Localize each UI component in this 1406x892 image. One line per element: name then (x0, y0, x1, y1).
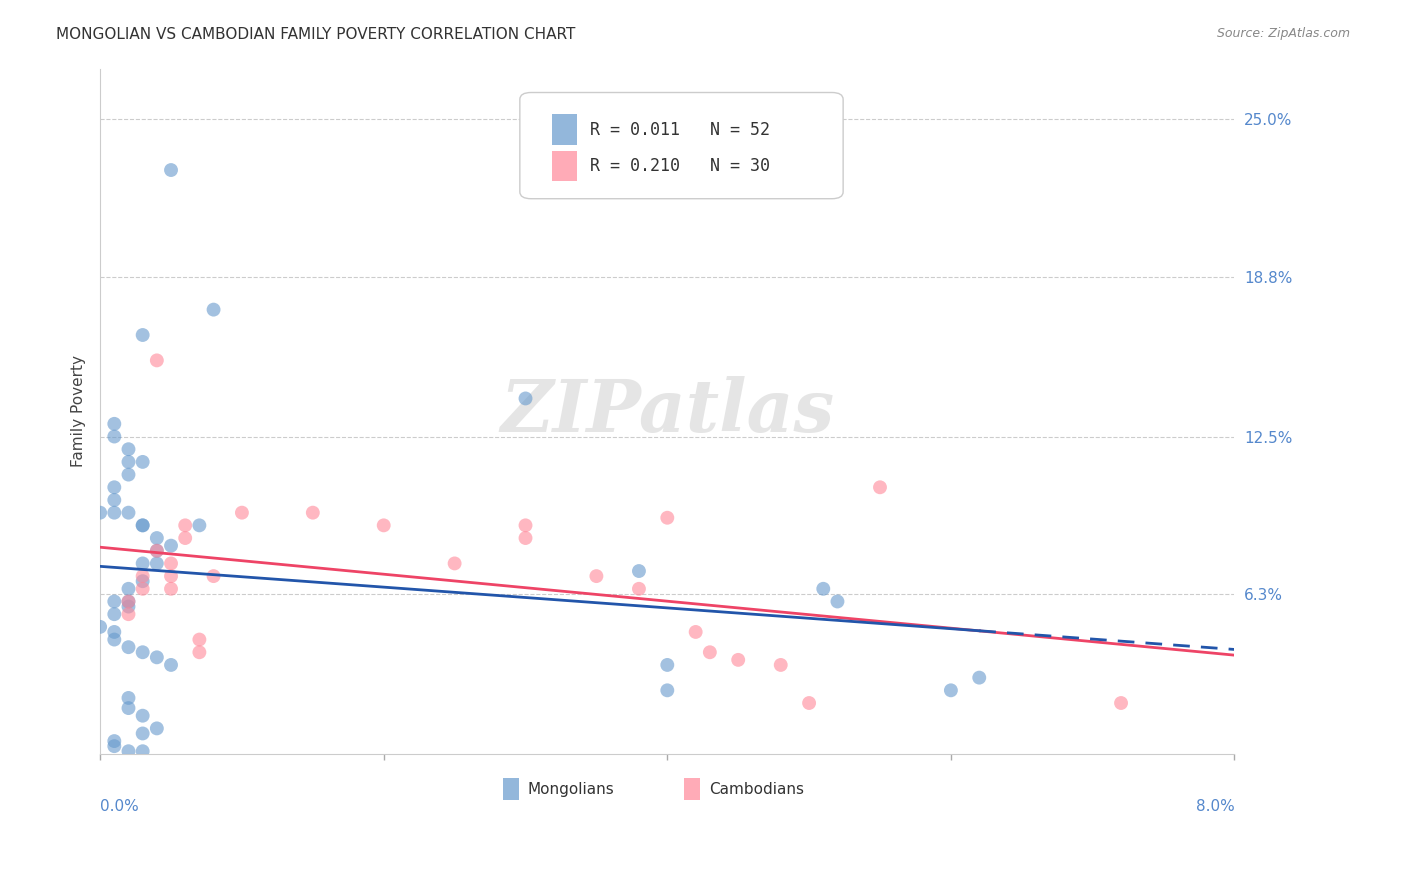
Point (797, 696, 820, 710)
Point (131, 708, 153, 723)
Y-axis label: Family Poverty: Family Poverty (72, 355, 86, 467)
Point (103, 429, 125, 443)
Text: R = 0.210   N = 30: R = 0.210 N = 30 (591, 157, 770, 175)
Text: R = 0.011   N = 52: R = 0.011 N = 52 (591, 121, 770, 139)
Point (231, 506, 253, 520)
Text: Cambodians: Cambodians (709, 782, 804, 797)
Point (131, 726, 153, 740)
Point (202, 569, 225, 583)
Point (117, 744, 139, 758)
Text: Mongolians: Mongolians (527, 782, 614, 797)
Point (869, 480, 891, 494)
Point (627, 564, 650, 578)
Point (117, 640, 139, 655)
Point (160, 163, 183, 178)
Point (117, 594, 139, 608)
Point (515, 531, 537, 545)
Point (131, 557, 153, 571)
Point (117, 599, 139, 614)
Point (939, 683, 962, 698)
Point (202, 302, 225, 317)
Point (160, 539, 183, 553)
Point (103, 734, 125, 748)
Point (301, 506, 323, 520)
Point (117, 442, 139, 457)
FancyBboxPatch shape (520, 93, 844, 199)
Point (117, 582, 139, 596)
Text: Source: ZipAtlas.com: Source: ZipAtlas.com (1216, 27, 1350, 40)
FancyBboxPatch shape (551, 114, 576, 145)
Point (699, 645, 721, 659)
Point (117, 690, 139, 705)
Text: 0.0%: 0.0% (100, 799, 139, 814)
Point (103, 506, 125, 520)
FancyBboxPatch shape (503, 779, 519, 800)
Point (117, 506, 139, 520)
Point (131, 582, 153, 596)
Point (103, 739, 125, 753)
Point (585, 569, 607, 583)
Point (103, 480, 125, 494)
Point (103, 624, 125, 639)
Point (657, 683, 679, 698)
Point (727, 653, 749, 667)
Point (131, 518, 153, 533)
Point (769, 657, 792, 672)
Point (967, 671, 990, 685)
Point (373, 518, 395, 533)
Point (146, 543, 169, 558)
FancyBboxPatch shape (551, 151, 576, 181)
Point (627, 582, 650, 596)
Point (117, 607, 139, 622)
Point (131, 518, 153, 533)
Point (443, 557, 465, 571)
Point (131, 744, 153, 758)
Point (160, 657, 183, 672)
Point (188, 645, 211, 659)
Point (117, 455, 139, 469)
Point (657, 510, 679, 524)
Point (146, 650, 169, 665)
Point (160, 569, 183, 583)
Text: ZIPatlas: ZIPatlas (501, 376, 834, 447)
Point (160, 557, 183, 571)
Point (146, 543, 169, 558)
Point (131, 645, 153, 659)
Point (174, 531, 197, 545)
Point (103, 632, 125, 647)
Point (146, 557, 169, 571)
Point (103, 607, 125, 622)
Point (103, 493, 125, 508)
Point (103, 594, 125, 608)
Point (160, 582, 183, 596)
Point (117, 467, 139, 482)
Point (515, 518, 537, 533)
Point (188, 518, 211, 533)
Point (146, 353, 169, 368)
Point (103, 417, 125, 431)
Point (685, 624, 707, 639)
Point (89, 506, 111, 520)
Point (117, 594, 139, 608)
Point (188, 632, 211, 647)
Text: 8.0%: 8.0% (1195, 799, 1234, 814)
Point (89, 620, 111, 634)
Point (174, 518, 197, 533)
Point (117, 701, 139, 715)
Point (515, 392, 537, 406)
Point (827, 594, 849, 608)
FancyBboxPatch shape (685, 779, 700, 800)
Text: MONGOLIAN VS CAMBODIAN FAMILY POVERTY CORRELATION CHART: MONGOLIAN VS CAMBODIAN FAMILY POVERTY CO… (56, 27, 575, 42)
Point (146, 722, 169, 736)
Point (131, 328, 153, 343)
Point (657, 657, 679, 672)
Point (131, 574, 153, 589)
Point (813, 582, 835, 596)
Point (146, 531, 169, 545)
Point (1109, 696, 1132, 710)
Point (131, 569, 153, 583)
Point (131, 455, 153, 469)
